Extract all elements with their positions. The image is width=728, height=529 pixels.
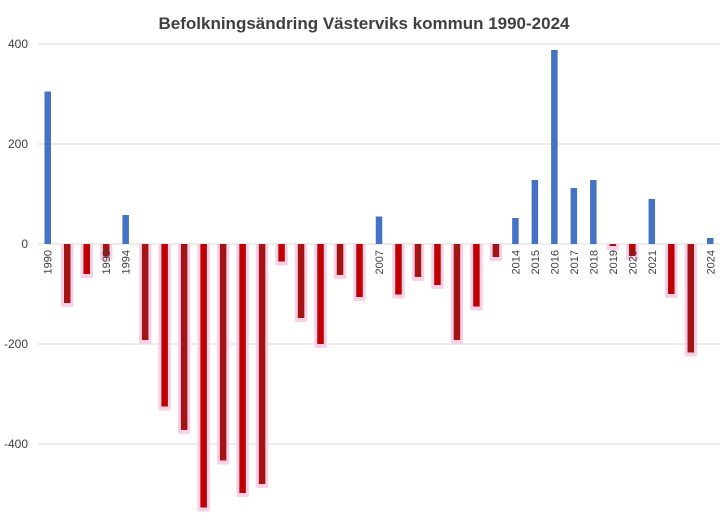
bar: [83, 244, 90, 274]
x-tick-label: 2016: [549, 250, 561, 274]
bar: [122, 215, 129, 244]
x-tick-label: 2024: [705, 250, 717, 274]
x-tick-label: 2018: [588, 250, 600, 274]
bar: [512, 218, 519, 244]
bar: [141, 244, 149, 340]
bar: [239, 244, 246, 493]
bar: [668, 244, 675, 294]
x-tick-label: 1993: [101, 250, 113, 274]
bar: [180, 244, 188, 430]
bar: [44, 91, 51, 244]
bar: [219, 244, 227, 461]
x-tick-label: 2015: [530, 250, 542, 274]
bar: [200, 244, 207, 508]
bar: [375, 216, 383, 244]
x-tick-label: 2007: [374, 250, 386, 274]
y-tick-label: 400: [8, 37, 28, 51]
bar: [356, 244, 363, 297]
y-tick-label: -200: [4, 337, 28, 351]
y-tick-label: 0: [21, 237, 28, 251]
bar: [258, 244, 266, 484]
x-tick-label: 2019: [608, 250, 620, 274]
x-tick-label: 2017: [569, 250, 581, 274]
bar: [414, 244, 422, 277]
bar: [707, 238, 714, 244]
y-tick-label: 200: [8, 137, 28, 151]
bar: [629, 244, 636, 256]
y-tick-label: -400: [4, 437, 28, 451]
bar: [161, 244, 168, 407]
bar: [297, 244, 305, 318]
bar: [434, 244, 441, 285]
bar: [317, 244, 324, 344]
x-tick-label: 2014: [510, 250, 522, 274]
bar: [473, 244, 480, 307]
bar: [102, 244, 110, 257]
bar: [648, 199, 656, 244]
bar: [590, 180, 597, 244]
x-tick-label: 2021: [647, 250, 659, 274]
chart-title: Befolkningsändring Västerviks kommun 199…: [158, 14, 570, 33]
bar: [395, 244, 402, 295]
bar: [551, 50, 558, 244]
bar: [278, 244, 285, 262]
bar: [453, 244, 461, 340]
x-tick-label: 1994: [121, 250, 133, 274]
bar: [570, 188, 578, 244]
bar: [609, 244, 617, 246]
bar: [687, 244, 695, 353]
x-tick-label: 1990: [43, 250, 55, 274]
bar: [492, 244, 500, 257]
x-tick-label: 2020: [627, 250, 639, 274]
bar: [63, 244, 71, 303]
bar: [531, 180, 539, 244]
bar: [336, 244, 344, 275]
